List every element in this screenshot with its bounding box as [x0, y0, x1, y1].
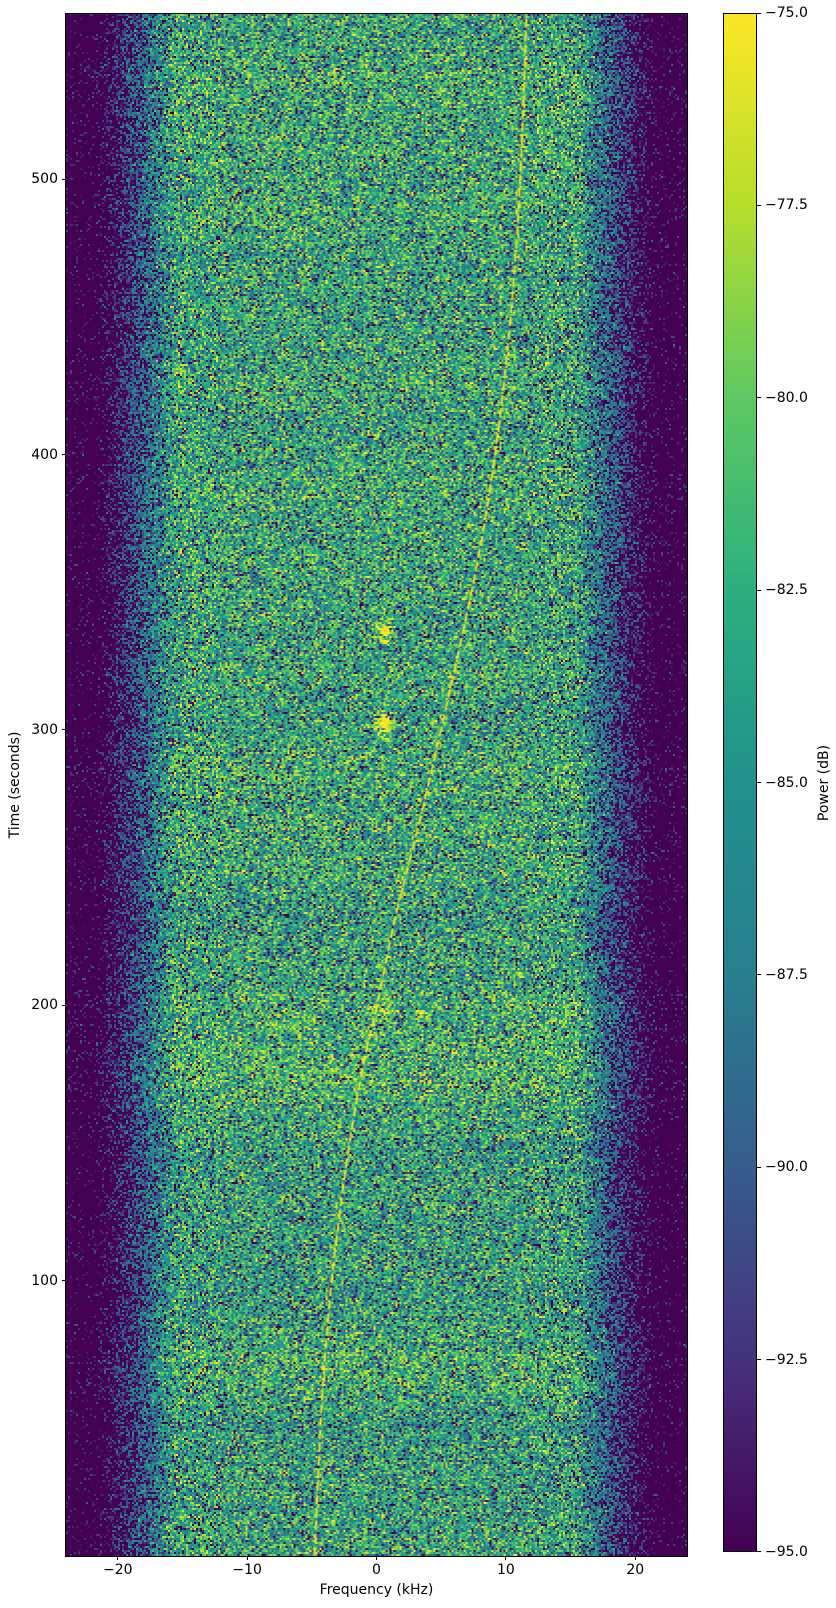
colorbar-tick-mark: [757, 397, 761, 399]
colorbar-tick-mark: [757, 1550, 761, 1552]
y-axis-label: Time (seconds): [7, 731, 23, 839]
x-tick-mark: [505, 1556, 507, 1560]
y-tick-mark: [62, 454, 66, 456]
colorbar-tick-label: −92.5: [765, 1351, 808, 1368]
colorbar-tick-label: −90.0: [765, 1159, 808, 1176]
x-tick-label: −20: [102, 1562, 133, 1578]
colorbar-tick-label: −75.0: [765, 5, 808, 21]
x-tick-label: 0: [372, 1562, 381, 1578]
colorbar-tick-mark: [757, 782, 761, 783]
doppler-trace-overlay: [66, 14, 687, 1556]
y-tick-mark: [62, 1280, 66, 1282]
colorbar-tick-label: −80.0: [765, 389, 808, 406]
colorbar-tick-mark: [757, 204, 761, 206]
colorbar-label: Power (dB): [816, 744, 832, 822]
y-tick-label: 400: [31, 446, 58, 463]
y-tick-label: 500: [31, 171, 58, 188]
colorbar-tick-mark: [757, 589, 761, 591]
colorbar-tick-mark: [757, 1359, 761, 1361]
y-tick-mark: [62, 178, 66, 180]
colorbar-tick-mark: [757, 1166, 761, 1168]
colorbar: [723, 13, 757, 1552]
x-tick-label: −10: [232, 1562, 262, 1578]
y-tick-mark: [62, 729, 66, 731]
colorbar-tick-label: −87.5: [765, 966, 808, 983]
colorbar-tick-mark: [757, 974, 761, 976]
y-tick-label: 200: [31, 997, 58, 1014]
colorbar-tick-label: −95.0: [765, 1544, 808, 1560]
x-tick-mark: [376, 1556, 377, 1560]
colorbar-tick-label: −77.5: [765, 197, 808, 214]
colorbar-tick-label: −85.0: [765, 774, 808, 791]
y-tick-label: 100: [31, 1272, 58, 1289]
x-axis-label: Frequency (kHz): [319, 1582, 434, 1598]
x-tick-mark: [634, 1556, 636, 1560]
x-tick-label: 20: [626, 1562, 645, 1578]
x-tick-label: 10: [496, 1562, 515, 1578]
x-tick-mark: [117, 1556, 119, 1560]
y-tick-mark: [62, 1004, 66, 1006]
y-tick-label: 300: [31, 721, 58, 738]
x-tick-mark: [246, 1556, 248, 1560]
colorbar-tick-mark: [757, 12, 761, 14]
colorbar-tick-label: −82.5: [765, 582, 808, 599]
